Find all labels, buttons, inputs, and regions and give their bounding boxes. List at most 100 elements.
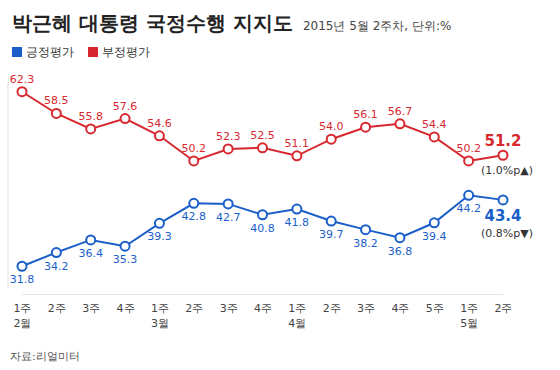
x-tick: 2주 xyxy=(323,294,341,315)
data-label: 50.2 xyxy=(182,142,207,155)
point xyxy=(18,262,27,271)
x-tick: 2주 xyxy=(185,294,203,315)
point xyxy=(464,156,473,165)
legend-swatch xyxy=(12,47,22,57)
x-tick-label-line: 2주 xyxy=(48,302,66,315)
x-tick-label-line: 4주 xyxy=(391,302,409,315)
x-tick-label: 1주4월 xyxy=(288,302,306,330)
data-label: 36.8 xyxy=(388,245,413,258)
x-tick-label-line: 4월 xyxy=(288,317,306,330)
x-axis: 1주2월2주3주4주1주3월2주3주4주1주4월2주3주4주5주1주5월2주 xyxy=(14,294,513,330)
x-tick-label-line: 1주 xyxy=(460,302,478,315)
x-tick: 4주 xyxy=(117,294,135,315)
series-line xyxy=(22,92,503,161)
chart: 박근혜 대통령 국정수행 지지도2015년 5월 2주차, 단위:%긍정평가부정… xyxy=(0,0,560,370)
point xyxy=(52,109,61,118)
data-label: 54.6 xyxy=(147,117,172,130)
data-label: 54.0 xyxy=(319,120,344,133)
point xyxy=(189,199,198,208)
legend-label: 긍정평가 xyxy=(26,45,74,59)
data-label: 51.1 xyxy=(285,137,310,150)
y-axis-line xyxy=(8,82,9,288)
x-tick-label: 2주 xyxy=(495,302,513,315)
annotation: (0.8%p▼) xyxy=(481,227,533,240)
point xyxy=(258,210,267,219)
data-label: 51.2 xyxy=(484,132,521,150)
x-tick: 1주2월 xyxy=(14,294,32,330)
x-tick-label: 2주 xyxy=(48,302,66,315)
data-label: 34.2 xyxy=(44,260,69,273)
x-tick: 2주 xyxy=(495,294,513,315)
data-label: 57.6 xyxy=(113,100,138,113)
x-tick-label: 3주 xyxy=(357,302,375,315)
annotation: (1.0%p▲) xyxy=(481,164,533,177)
x-tick-label: 1주2월 xyxy=(14,302,32,330)
point xyxy=(189,156,198,165)
x-tick-label-line: 2주 xyxy=(323,302,341,315)
point xyxy=(464,191,473,200)
subtitle: 2015년 5월 2주차, 단위:% xyxy=(303,19,452,33)
x-axis-line xyxy=(23,294,504,295)
data-label: 54.4 xyxy=(422,118,447,131)
x-tick-label: 2주 xyxy=(323,302,341,315)
data-label: 40.8 xyxy=(250,222,275,235)
x-tick: 3주 xyxy=(357,294,375,315)
point xyxy=(430,218,439,227)
data-label: 39.7 xyxy=(319,228,344,241)
point xyxy=(155,219,164,228)
data-label: 52.5 xyxy=(250,129,275,142)
point xyxy=(121,242,130,251)
x-tick-label-line: 1주 xyxy=(14,302,32,315)
data-label: 56.1 xyxy=(353,108,378,121)
point xyxy=(395,233,404,242)
data-label: 36.4 xyxy=(78,247,103,260)
data-label: 39.3 xyxy=(147,230,172,243)
x-tick-label-line: 4주 xyxy=(254,302,272,315)
series-line xyxy=(22,195,503,266)
x-tick-label: 3주 xyxy=(220,302,238,315)
x-tick-label: 5주 xyxy=(426,302,444,315)
x-tick: 2주 xyxy=(48,294,66,315)
data-label: 50.2 xyxy=(456,142,481,155)
point xyxy=(361,123,370,132)
point xyxy=(395,119,404,128)
x-tick-label-line: 2주 xyxy=(495,302,513,315)
x-tick-label-line: 1주 xyxy=(151,302,169,315)
point xyxy=(52,248,61,257)
x-tick-label-line: 3월 xyxy=(151,317,169,330)
data-label: 62.3 xyxy=(10,73,35,86)
x-tick-label-line: 5주 xyxy=(426,302,444,315)
point xyxy=(224,144,233,153)
point xyxy=(155,131,164,140)
x-tick-label: 2주 xyxy=(185,302,203,315)
x-tick: 1주4월 xyxy=(288,294,306,330)
x-tick-label-line: 3주 xyxy=(82,302,100,315)
point xyxy=(224,199,233,208)
data-label: 35.3 xyxy=(113,253,138,266)
x-tick-label-line: 3주 xyxy=(357,302,375,315)
data-label: 56.7 xyxy=(388,105,413,118)
data-label: 52.3 xyxy=(216,130,241,143)
data-label: 38.2 xyxy=(353,237,378,250)
x-tick-label: 4주 xyxy=(254,302,272,315)
x-tick: 1주3월 xyxy=(151,294,169,330)
x-tick-label-line: 1주 xyxy=(288,302,306,315)
data-label: 31.8 xyxy=(10,273,35,286)
x-tick-label: 3주 xyxy=(82,302,100,315)
x-tick-label-line: 2주 xyxy=(185,302,203,315)
point xyxy=(121,114,130,123)
x-tick-label: 4주 xyxy=(117,302,135,315)
point xyxy=(258,143,267,152)
title: 박근혜 대통령 국정수행 지지도 xyxy=(12,11,293,35)
data-label: 41.8 xyxy=(285,216,310,229)
x-tick: 5주 xyxy=(426,294,444,315)
source: 자료:리얼미터 xyxy=(10,350,80,363)
x-tick-label: 1주3월 xyxy=(151,302,169,330)
plot-marks xyxy=(18,87,508,271)
data-label: 42.8 xyxy=(182,210,207,223)
data-label: 39.4 xyxy=(422,230,447,243)
point xyxy=(18,87,27,96)
point xyxy=(499,151,508,160)
point xyxy=(327,135,336,144)
point xyxy=(327,217,336,226)
